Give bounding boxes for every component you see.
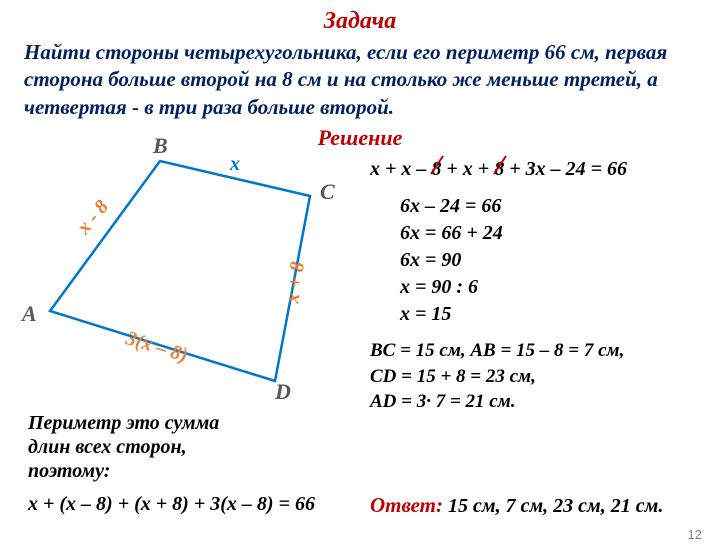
eq-step-0: 6x – 24 = 66: [400, 193, 627, 220]
perim-note-line-1: длин всех сторон,: [28, 435, 219, 459]
eq-line-1: x + x – 8 + x + 8 + 3x – 24 = 66: [370, 156, 627, 183]
quadrilateral-diagram: ABCD x - 8xx + 83(x – 8): [20, 151, 360, 421]
sides-result: BC = 15 см, AB = 15 – 8 = 7 см,СD = 15 +…: [370, 338, 627, 415]
eq-step-1: 6x = 66 + 24: [400, 220, 627, 247]
solution-label: Решение: [0, 125, 720, 151]
vertex-D: D: [275, 379, 291, 405]
vertex-A: A: [22, 301, 37, 327]
equations: x + x – 8 + x + 8 + 3x – 24 = 66 6x – 24…: [370, 156, 627, 415]
answer: Ответ: 15 см, 7 см, 23 см, 21 см.: [370, 493, 663, 518]
perim-note-line-0: Периметр это сумма: [28, 411, 219, 435]
side-result-0: BC = 15 см, AB = 15 – 8 = 7 см,: [370, 338, 627, 364]
answer-label: Ответ:: [370, 493, 443, 517]
task-title: Задача: [0, 8, 720, 35]
quad-svg: [20, 151, 360, 421]
eq-step-2: 6x = 90: [400, 247, 627, 274]
eq-step-3: x = 90 : 6: [400, 274, 627, 301]
side-result-2: AD = 3· 7 = 21 см.: [370, 389, 627, 415]
eq-block-2: 6x – 24 = 666x = 66 + 246x = 90x = 90 : …: [400, 193, 627, 328]
eq-step-4: x = 15: [400, 301, 627, 328]
cancel-8b: 8: [494, 156, 504, 183]
problem-text: Найти стороны четырехугольника, если его…: [0, 35, 720, 121]
perimeter-note: Периметр это суммадлин всех сторон,поэто…: [28, 411, 219, 483]
side-result-1: СD = 15 + 8 = 23 см,: [370, 364, 627, 390]
vertex-B: B: [153, 133, 168, 159]
perimeter-equation: x + (x – 8) + (x + 8) + 3(x – 8) = 66: [28, 493, 315, 516]
vertex-C: C: [320, 179, 335, 205]
cancel-8a: 8: [431, 156, 441, 183]
perim-note-line-2: поэтому:: [28, 459, 219, 483]
answer-values: 15 см, 7 см, 23 см, 21 см.: [443, 495, 663, 517]
side-label-BC: x: [230, 153, 240, 176]
